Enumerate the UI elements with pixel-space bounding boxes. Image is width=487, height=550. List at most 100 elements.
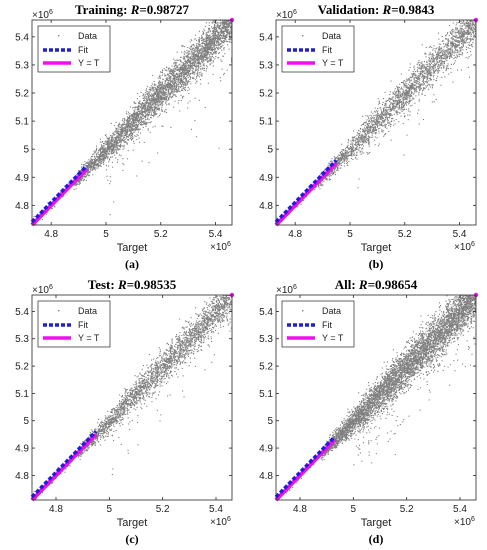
data-point xyxy=(447,49,449,51)
data-point xyxy=(405,97,407,99)
data-point xyxy=(171,89,173,91)
data-point xyxy=(135,114,137,116)
data-point xyxy=(155,107,157,109)
data-point xyxy=(372,131,374,133)
data-point xyxy=(75,185,77,187)
data-point xyxy=(140,132,142,134)
data-point xyxy=(471,34,473,36)
data-point xyxy=(170,69,172,71)
data-point xyxy=(103,155,105,157)
data-point xyxy=(92,163,94,165)
data-point xyxy=(172,71,174,73)
data-point xyxy=(206,56,208,58)
data-point xyxy=(170,81,172,83)
data-point xyxy=(119,133,121,135)
data-point xyxy=(230,33,232,35)
data-point xyxy=(374,107,376,109)
data-point xyxy=(164,94,166,96)
data-point xyxy=(113,132,115,134)
data-point xyxy=(101,162,103,164)
data-point xyxy=(158,76,160,78)
data-point xyxy=(106,175,108,177)
data-point xyxy=(199,53,201,55)
y-tick-label: 4.9 xyxy=(15,173,29,184)
data-point xyxy=(93,168,95,170)
data-point xyxy=(112,138,114,140)
data-point xyxy=(210,59,212,61)
data-point xyxy=(426,81,428,83)
data-point xyxy=(142,103,144,105)
data-point xyxy=(205,46,207,48)
data-point xyxy=(182,63,184,65)
data-point xyxy=(149,87,151,89)
data-point xyxy=(101,141,103,143)
data-point xyxy=(214,37,216,39)
data-point xyxy=(187,60,189,62)
data-point xyxy=(185,79,187,81)
data-point xyxy=(229,23,231,25)
data-point xyxy=(161,85,163,87)
data-point xyxy=(187,59,189,61)
data-point xyxy=(470,5,471,6)
data-point xyxy=(206,43,208,45)
data-point xyxy=(442,43,444,45)
data-point xyxy=(182,87,184,89)
data-point xyxy=(472,42,474,44)
data-point xyxy=(184,64,186,66)
data-point xyxy=(410,105,412,107)
data-point xyxy=(394,99,396,101)
data-point xyxy=(198,52,200,54)
data-point xyxy=(150,102,152,104)
data-point xyxy=(214,26,216,28)
data-point xyxy=(187,90,189,92)
data-point xyxy=(98,158,100,160)
data-point xyxy=(142,117,144,119)
data-point xyxy=(200,38,202,40)
data-point xyxy=(95,149,97,151)
data-point xyxy=(207,61,209,63)
data-point xyxy=(92,155,94,157)
data-point xyxy=(223,39,225,41)
data-point xyxy=(156,99,158,101)
data-point xyxy=(108,148,110,150)
data-point xyxy=(115,144,117,146)
data-points xyxy=(32,9,232,225)
data-point xyxy=(124,132,126,134)
data-point xyxy=(213,42,215,44)
data-point xyxy=(180,66,182,68)
data-point xyxy=(214,36,216,38)
data-point xyxy=(185,68,187,70)
data-point xyxy=(104,140,106,142)
data-point xyxy=(393,108,395,110)
data-point xyxy=(166,87,168,89)
data-point xyxy=(191,52,193,54)
data-point xyxy=(136,117,138,119)
data-point xyxy=(111,152,113,154)
data-point xyxy=(230,9,231,10)
data-point xyxy=(229,21,231,23)
data-point xyxy=(144,123,146,125)
data-point xyxy=(88,159,90,161)
data-point xyxy=(126,126,128,128)
data-point xyxy=(228,48,230,50)
data-point xyxy=(147,128,149,130)
data-point xyxy=(211,62,213,64)
data-point xyxy=(184,89,186,91)
data-point xyxy=(211,42,213,44)
data-point xyxy=(176,61,178,63)
data-point xyxy=(208,49,210,51)
data-point xyxy=(141,108,143,110)
data-point xyxy=(397,104,399,106)
data-point xyxy=(189,69,191,71)
data-point xyxy=(132,130,134,132)
data-point xyxy=(173,69,175,71)
data-point xyxy=(141,118,143,120)
data-point xyxy=(450,55,452,57)
data-point xyxy=(180,94,182,96)
data-point xyxy=(139,107,141,109)
data-point xyxy=(130,129,132,131)
chart-title: Validation: R=0.9843 xyxy=(318,2,435,17)
data-point xyxy=(162,69,164,71)
data-point xyxy=(103,152,105,154)
data-point xyxy=(213,37,215,39)
